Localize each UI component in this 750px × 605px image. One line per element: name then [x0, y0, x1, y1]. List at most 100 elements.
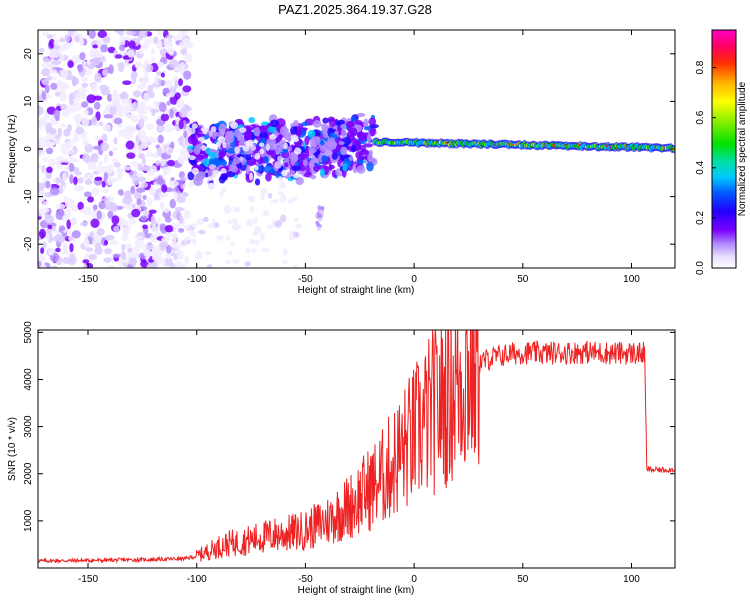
spectrogram-cell: [204, 251, 212, 256]
spectrogram-cell: [54, 91, 61, 97]
spectrogram-cell: [157, 61, 165, 68]
spectrogram-cell: [170, 240, 178, 249]
spectrogram-cell: [193, 176, 204, 187]
spectrogram-cell: [162, 87, 170, 93]
colorbar-tick-label: 0.2: [695, 211, 706, 225]
spectrogram-cell: [172, 232, 178, 242]
spectrogram-cell: [187, 148, 194, 153]
spectrogram-cell: [102, 68, 108, 77]
spectrogram-cell: [50, 82, 58, 91]
spectrogram-cell: [109, 240, 119, 246]
snr-x-ticks: -150 -100 -50 0 50 100: [78, 330, 640, 585]
spectrogram-cell: [59, 37, 66, 43]
spectrogram-cell: [146, 123, 154, 131]
spectrogram-cell: [121, 243, 126, 252]
spectrogram-cell: [61, 250, 72, 256]
spectrogram-cell: [275, 146, 281, 156]
spectrogram-cell: [127, 49, 135, 58]
spectrogram-cell: [71, 230, 81, 239]
spectrogram-cell: [179, 61, 185, 71]
spectrogram-cell: [90, 83, 98, 93]
spectrogram-cell: [356, 132, 364, 139]
spectrogram-cell: [259, 232, 265, 241]
spectrogram-cell: [83, 191, 92, 198]
spectrogram-cell: [319, 146, 328, 153]
spectrogram-cell: [74, 171, 82, 176]
spectrogram-cell: [99, 121, 104, 126]
spectrogram-y-label: Frequency (Hz): [7, 115, 18, 184]
spectrogram-cell: [92, 44, 98, 49]
spectrogram-cell: [164, 79, 173, 89]
spectrogram-cell: [138, 30, 148, 39]
spectrogram-cell: [187, 134, 197, 145]
spectrogram-x-label: Height of straight line (km): [298, 285, 415, 296]
spectrogram-cell: [91, 210, 96, 219]
spectrogram-cell: [48, 247, 55, 256]
spectrogram-cell: [120, 250, 127, 260]
spectrogram-cell: [297, 152, 308, 160]
spectrogram-cell: [302, 158, 308, 167]
spectrogram-cell: [293, 231, 300, 238]
spectrogram-cell: [283, 162, 289, 168]
spectrogram-cell: [295, 223, 302, 229]
spectrogram-cell: [101, 197, 109, 203]
spectrogram-cell: [356, 112, 366, 117]
spectrogram-cell: [231, 258, 240, 264]
spectrogram-cell: [55, 177, 60, 185]
spectrogram-cell: [145, 64, 154, 73]
spectrogram-cell: [55, 233, 62, 242]
spectrogram-cell: [61, 109, 70, 117]
spectrogram-cell: [212, 157, 220, 167]
spectrogram-cell: [267, 126, 277, 133]
x-tick-label: -100: [187, 574, 207, 585]
spectrogram-cell: [117, 189, 124, 196]
spectrogram-cell: [60, 69, 69, 79]
spectrogram-cell: [99, 142, 110, 152]
spectrogram-cell: [189, 180, 194, 188]
spectrogram-cell: [65, 144, 72, 149]
spectrogram-cell: [114, 30, 123, 34]
spectrogram-cell: [59, 92, 68, 102]
spectrogram-cell: [38, 228, 46, 239]
spectrogram-cell: [107, 210, 114, 219]
spectrogram-cell: [183, 209, 191, 220]
spectrogram-cell: [112, 146, 118, 152]
spectrogram-cell: [224, 204, 230, 213]
spectrogram-cell: [368, 117, 377, 126]
y-tick-label: 20: [23, 48, 34, 60]
spectrogram-cell: [316, 222, 321, 227]
spectrogram-cell: [100, 44, 108, 53]
spectrogram-cell: [129, 218, 137, 225]
spectrogram-cell: [78, 33, 84, 39]
snr-plot-area: [38, 330, 675, 568]
spectrogram-cell: [143, 92, 151, 103]
spectrogram-cell: [158, 241, 166, 252]
spectrogram-cell: [166, 100, 171, 106]
spectrogram-cell: [86, 60, 91, 66]
spectrogram-cell: [160, 113, 170, 122]
spectrogram-cell: [183, 53, 193, 63]
spectrogram-cell: [310, 159, 315, 169]
y-tick-label: -10: [23, 189, 34, 204]
spectrogram-cell: [263, 156, 269, 164]
spectrogram-cell: [69, 174, 74, 185]
spectrogram-cell: [262, 210, 269, 217]
spectrogram-cell: [38, 259, 42, 268]
spectrogram-cell: [249, 172, 254, 181]
spectrogram-cell: [207, 183, 215, 190]
spectrogram-cell: [269, 119, 279, 128]
spectrogram-cell: [156, 39, 163, 50]
spectrogram-cell: [47, 224, 53, 230]
y-tick-label: 10: [23, 95, 34, 107]
spectrogram-cell: [128, 257, 138, 266]
spectrogram-cell: [39, 195, 46, 203]
spectrogram-cell: [42, 201, 49, 207]
spectrogram-cell: [59, 103, 67, 110]
spectrogram-cell: [185, 105, 192, 112]
spectrogram-cell: [153, 100, 159, 108]
spectrogram-cell: [183, 155, 189, 161]
spectrogram-cell: [215, 141, 222, 148]
spectrogram-cell: [369, 127, 376, 137]
spectrogram-cell: [69, 243, 74, 253]
